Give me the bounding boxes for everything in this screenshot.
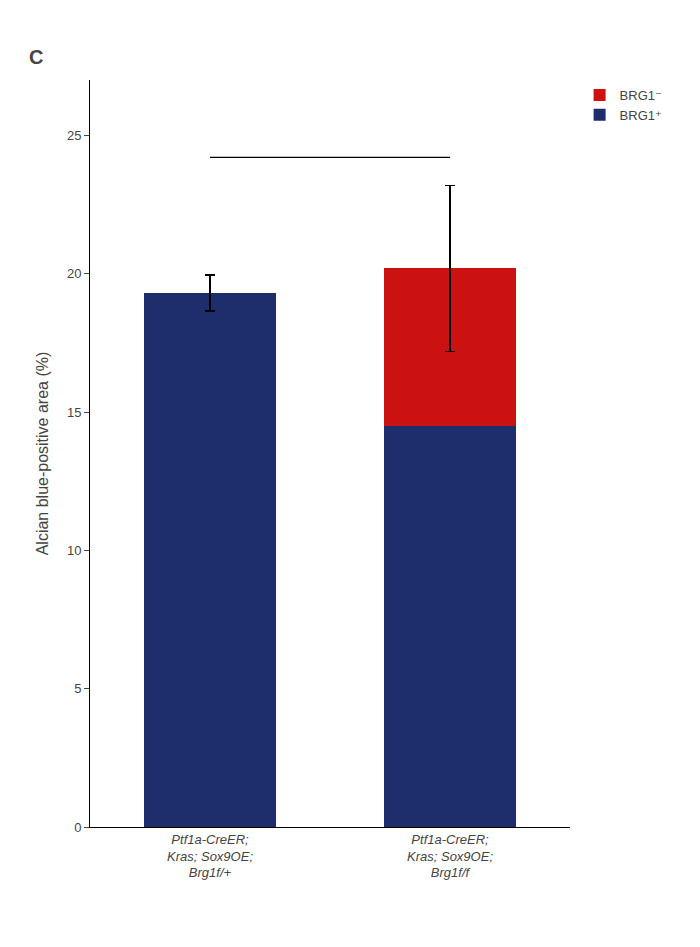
svg-text:C: C [29,46,43,68]
svg-text:15: 15 [67,405,81,420]
svg-text:BRG1⁻: BRG1⁻ [620,88,662,103]
svg-text:0: 0 [74,820,81,835]
svg-text:Ptf1a-CreER;Kras; Sox9OE;Brg1f: Ptf1a-CreER;Kras; Sox9OE;Brg1f/f [407,832,493,881]
svg-text:Alcian blue-positive area (%): Alcian blue-positive area (%) [34,352,51,556]
svg-text:10: 10 [67,543,81,558]
svg-text:5: 5 [74,681,81,696]
svg-text:BRG1⁺: BRG1⁺ [620,108,662,123]
svg-text:Ptf1a-CreER;Kras; Sox9OE;Brg1f: Ptf1a-CreER;Kras; Sox9OE;Brg1f/+ [167,832,253,881]
svg-text:20: 20 [67,266,81,281]
svg-text:25: 25 [67,128,81,143]
